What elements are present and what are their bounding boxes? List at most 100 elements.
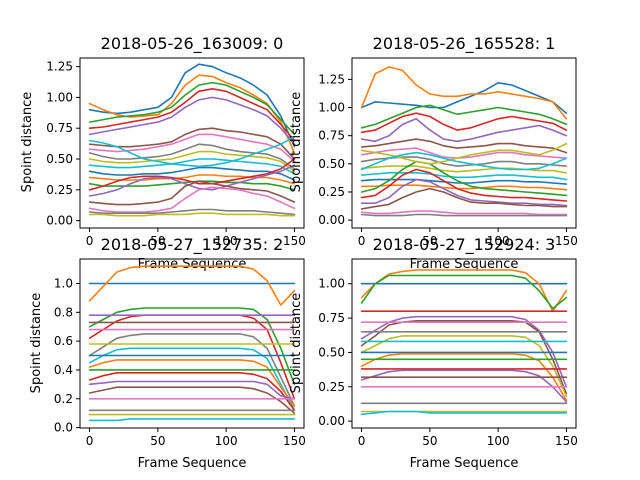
subplot-1-xtick-label: 100 [487,234,510,248]
subplot-3-xtick-label: 150 [555,434,578,448]
subplot-0-series-line-6 [88,133,296,163]
subplot-3-series-line-4 [360,315,568,388]
subplot-0-series-line-15 [88,180,296,206]
subplot-2-ytick-label: 0.8 [54,305,73,319]
subplot-3-series-line-11 [360,352,568,402]
subplot-0: Frame Sequence Spoint distance 0 50 100 150… [20,57,306,272]
subplot-0-ytick-label: 1.25 [46,60,73,74]
subplot-3-xtick-label: 100 [487,434,510,448]
subplot-1-series-line-3 [360,112,568,134]
subplot-1-series-line-13 [360,168,568,202]
subplot-2-series-line-15 [88,386,296,415]
subplot-2-ytick-label: 0.4 [54,363,73,377]
subplot-0-series-line-19 [88,136,296,168]
subplot-0-ytick-label: 0.00 [46,214,73,228]
subplot-1-series-line-2 [360,104,568,129]
subplot-1: Frame Sequence Spoint distance 0 50 100 150… [289,57,578,272]
subplot-1-series-line-0 [360,82,568,114]
subplot-0-ytick-label: 0.75 [46,121,73,135]
subplot-3-title: 2018-05-27_152924: 3 [373,235,556,255]
subplot-0-ylabel: Spoint distance [20,92,35,193]
subplot-1-series-line-14 [360,178,568,207]
subplot-0-xtick-label: 50 [150,234,165,248]
subplot-1-series-line-1 [360,66,568,120]
subplot-0-title: 2018-05-26_163009: 0 [101,34,284,54]
subplot-1-series-group [360,66,568,217]
subplot-2-series-line-1 [88,265,296,306]
subplot-1-series-line-4 [360,118,568,143]
subplot-1-series-line-6 [360,147,568,159]
subplot-0-series-line-3 [88,88,296,142]
subplot-2-xtick-label: 50 [150,434,165,448]
subplot-1-series-line-5 [360,138,568,154]
subplot-1-frame [351,57,577,229]
subplot-2-ytick-label: 0.2 [54,392,73,406]
subplot-1-series-line-12 [360,160,568,197]
subplot-2-series-line-7 [88,333,296,407]
subplot-1-ylabel: Spoint distance [289,92,304,193]
subplot-3-ytick-label: 0.75 [318,311,345,325]
subplot-3-series-group [360,269,568,416]
subplot-0-series-line-14 [88,164,296,197]
subplot-2-ytick-label: 0.6 [54,334,73,348]
subplot-2-series-line-19 [88,418,296,422]
subplot-1-xtick-label: 50 [422,234,437,248]
subplot-1-series-line-11 [360,184,568,191]
subplot-0-ytick-label: 0.50 [46,152,73,166]
subplot-3-ytick-label: 0.50 [318,345,345,359]
subplot-0-series-line-2 [88,81,296,136]
subplot-3-series-line-2 [360,274,568,310]
subplot-3-series-line-19 [360,410,568,416]
subplot-1-ytick-label: 0.25 [318,185,345,199]
subplot-3-ytick-label: 1.00 [318,277,345,291]
subplot-0-series-line-8 [88,150,296,173]
subplot-2-ylabel: Spoint distance [29,293,44,394]
subplot-0-series-line-9 [88,158,296,175]
subplot-1-series-line-17 [360,213,568,217]
subplot-1-series-line-9 [360,172,568,181]
subplot-0-frame [79,57,305,229]
subplot-3-ylabel: Spoint distance [289,293,304,394]
subplot-0-xtick-label: 0 [86,234,94,248]
subplot-0-xtick-label: 150 [283,234,306,248]
subplot-1-series-line-16 [360,210,568,216]
subplot-0-series-line-10 [88,166,296,181]
subplot-1-series-line-19 [360,151,568,171]
subplot-2: Frame Sequence Spoint distance 0 50 100 150… [29,258,306,471]
subplot-0-series-line-16 [88,186,296,213]
subplot-1-series-line-15 [360,187,568,210]
subplot-2-xtick-label: 100 [215,434,238,448]
subplot-2-series-line-14 [88,380,296,400]
subplot-3-series-line-1 [360,269,568,313]
subplot-0-series-line-18 [88,212,296,217]
subplot-0-series-group [88,63,296,217]
subplot-1-xlabel: Frame Sequence [410,257,519,272]
subplot-0-series-line-5 [88,127,296,160]
subplot-3-xtick-label: 0 [358,434,366,448]
subplot-0-series-line-13 [88,158,296,191]
subplot-3-ytick-label: 0.00 [318,414,345,428]
subplot-2-ytick-label: 0.0 [54,421,73,435]
subplot-2-ytick-label: 1.0 [54,276,73,290]
subplot-1-series-line-7 [360,156,568,167]
subplot-3: Frame Sequence Spoint distance 0 50 100 150… [289,258,578,471]
subplot-1-xtick-label: 0 [358,234,366,248]
subplot-1-ytick-label: 0.75 [318,129,345,143]
subplot-0-xlabel: Frame Sequence [138,257,247,272]
subplot-0-ytick-label: 1.00 [46,90,73,104]
subplot-0-series-line-17 [88,208,296,216]
subplot-2-series-line-13 [88,371,296,412]
subplot-0-series-line-4 [88,96,296,145]
subplot-0-xtick-label: 100 [215,234,238,248]
subplot-0-ytick-label: 0.25 [46,183,73,197]
subplot-1-ytick-label: 0.00 [318,213,345,227]
subplot-1-ytick-label: 0.50 [318,157,345,171]
subplot-2-xtick-label: 0 [86,434,94,448]
subplot-2-xtick-label: 150 [283,434,306,448]
subplot-3-xlabel: Frame Sequence [410,456,519,471]
subplot-1-ytick-label: 1.25 [318,72,345,86]
subplot-2-series-group [88,265,296,422]
subplot-1-series-line-8 [360,165,568,174]
subplot-2-title: 2018-05-27_152735: 2 [101,235,284,255]
